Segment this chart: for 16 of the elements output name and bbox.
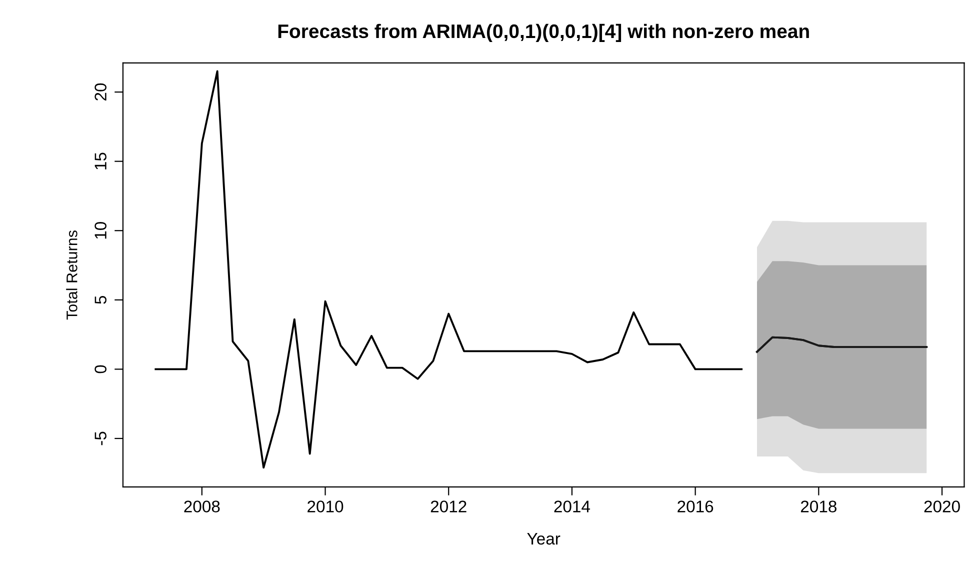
x-tick-label: 2016	[678, 500, 714, 512]
chart-title: Forecasts from ARIMA(0,0,1)(0,0,1)[4] with non-zero mean	[278, 24, 809, 42]
x-tick-label: 2018	[800, 500, 836, 512]
x-tick-label: 2012	[430, 500, 466, 512]
y-tick-label: 20	[94, 83, 106, 100]
y-tick-label: -5	[94, 432, 106, 446]
y-axis-title: Total Returns	[66, 230, 78, 320]
x-tick-label: 2008	[184, 500, 220, 512]
x-axis-title: Year	[527, 532, 560, 545]
y-tick-label: 5	[94, 296, 106, 304]
x-tick-label: 2020	[924, 500, 960, 512]
x-tick-label: 2010	[308, 500, 344, 512]
x-tick-label: 2014	[554, 500, 590, 512]
y-tick-label: 0	[94, 365, 106, 374]
y-tick-label: 15	[94, 152, 106, 170]
y-tick-label: 10	[94, 222, 106, 239]
